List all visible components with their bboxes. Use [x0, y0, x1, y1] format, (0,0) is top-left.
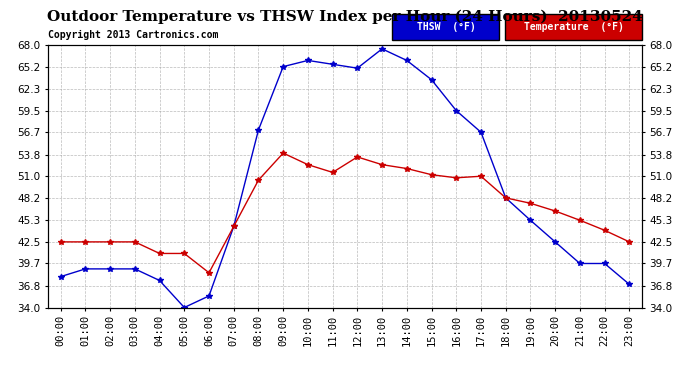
Text: THSW  (°F): THSW (°F) [417, 22, 475, 32]
FancyBboxPatch shape [505, 13, 642, 40]
Text: Outdoor Temperature vs THSW Index per Hour (24 Hours)  20130524: Outdoor Temperature vs THSW Index per Ho… [47, 10, 643, 24]
FancyBboxPatch shape [393, 13, 500, 40]
Text: Copyright 2013 Cartronics.com: Copyright 2013 Cartronics.com [48, 30, 219, 40]
Text: Temperature  (°F): Temperature (°F) [524, 22, 623, 32]
